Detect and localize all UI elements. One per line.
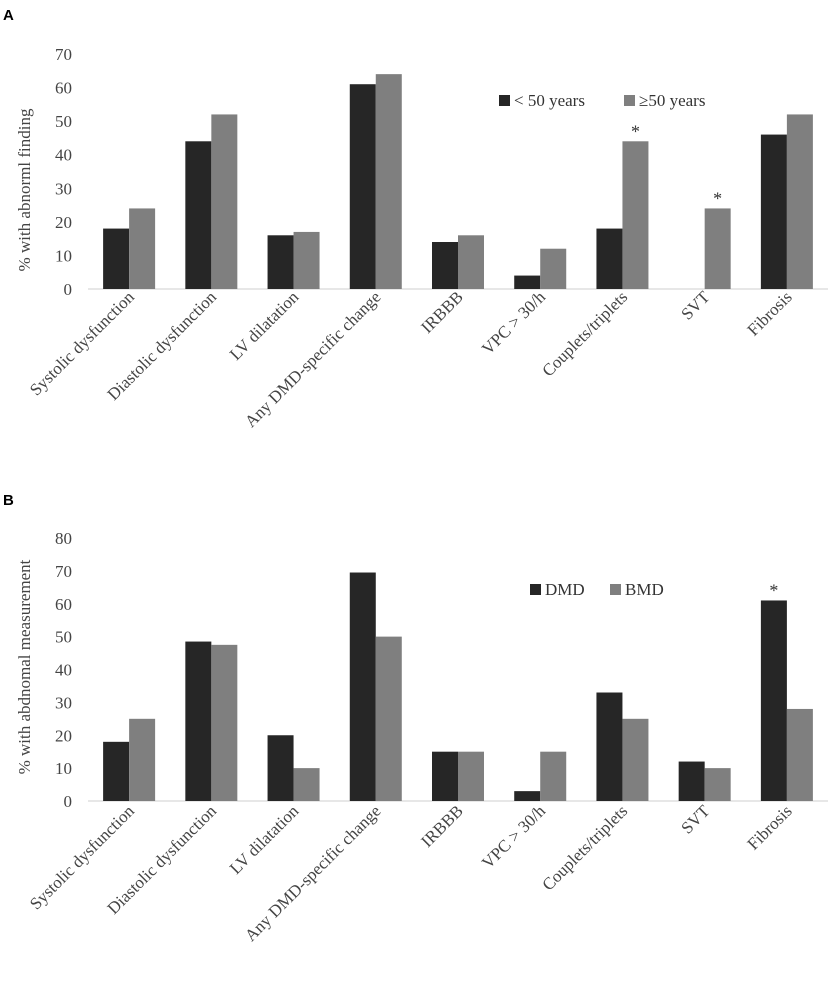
bar-50years-8: [786, 114, 813, 289]
bar-50years-3: [349, 84, 376, 289]
bar-50years-4: [432, 242, 458, 289]
category-label: Fibrosis: [744, 287, 796, 339]
category-label: Couplets/triplets: [538, 801, 631, 894]
y-tick-label: 30: [55, 179, 72, 198]
category-label: VPC > 30/h: [478, 801, 549, 872]
y-tick-label: 30: [55, 693, 72, 712]
bar-50years-5: [540, 248, 567, 289]
category-label: Couplets/triplets: [538, 287, 631, 380]
bar-50years-4: [458, 235, 484, 289]
category-label: IRBBB: [417, 801, 467, 851]
bar-DMD-2: [267, 735, 294, 801]
bar-50years-6: [596, 228, 623, 289]
legend-swatch: [624, 95, 635, 106]
bar-50years-2: [293, 231, 320, 289]
bar-50years-2: [267, 235, 294, 289]
panel-a: A % with abnorml finding 0 10 20 30 40 50 60 70…: [3, 7, 828, 431]
bar-BMD-5: [540, 751, 567, 801]
bar-BMD-6: [622, 718, 649, 801]
panel-a-label: A: [3, 7, 14, 24]
category-label: VPC > 30/h: [478, 287, 549, 358]
bar-50years-7: [704, 208, 731, 289]
bar-DMD-0: [103, 741, 130, 801]
category-label: LV dilatation: [226, 287, 303, 364]
y-tick-label: 70: [55, 45, 72, 64]
legend-label: ≥50 years: [639, 91, 705, 110]
legend-label: DMD: [545, 580, 585, 599]
bar-BMD-7: [704, 768, 731, 801]
y-tick-label: 0: [64, 792, 73, 811]
legend-swatch: [499, 95, 510, 106]
category-label: SVT: [677, 801, 714, 838]
category-label: Any DMD-specific change: [241, 287, 385, 431]
bar-50years-8: [760, 134, 787, 289]
bar-BMD-0: [129, 718, 156, 801]
y-tick-label: 0: [64, 280, 73, 299]
category-label: Any DMD-specific change: [241, 801, 385, 945]
legend-swatch: [530, 584, 541, 595]
bar-BMD-2: [293, 768, 320, 801]
bar-50years-1: [185, 141, 212, 289]
category-label: LV dilatation: [226, 801, 303, 878]
bar-DMD-8: [760, 600, 787, 801]
category-label: Fibrosis: [744, 801, 796, 853]
bar-DMD-7: [678, 761, 705, 801]
y-tick-label: 50: [55, 112, 72, 131]
panel-b: B % with abdnomal measurement 0 10 20 30 40 5…: [3, 492, 828, 945]
panel-b-ylabel: % with abdnomal measurement: [15, 559, 34, 774]
legend-label: BMD: [625, 580, 664, 599]
y-tick-label: 80: [55, 529, 72, 548]
bar-BMD-4: [458, 751, 484, 801]
bar-50years-3: [375, 74, 402, 290]
bar-DMD-5: [514, 791, 541, 801]
y-tick-label: 20: [55, 726, 72, 745]
legend-swatch: [610, 584, 621, 595]
y-tick-label: 60: [55, 79, 72, 98]
bar-BMD-1: [211, 644, 238, 801]
bar-50years-6: [622, 141, 649, 289]
y-tick-label: 70: [55, 562, 72, 581]
panel-b-label: B: [3, 492, 14, 509]
y-tick-label: 10: [55, 759, 72, 778]
category-label: SVT: [677, 287, 714, 324]
legend-label: < 50 years: [514, 91, 585, 110]
significance-marker: *: [631, 121, 640, 141]
y-tick-label: 10: [55, 246, 72, 265]
bar-DMD-1: [185, 641, 212, 801]
y-tick-label: 60: [55, 595, 72, 614]
significance-marker: *: [769, 580, 778, 600]
panel-a-ylabel: % with abnorml finding: [15, 108, 34, 271]
y-tick-label: 50: [55, 628, 72, 647]
y-tick-label: 40: [55, 146, 72, 165]
bar-DMD-4: [432, 751, 458, 801]
bar-DMD-6: [596, 692, 623, 801]
bar-BMD-3: [375, 636, 402, 801]
y-tick-label: 20: [55, 213, 72, 232]
bar-BMD-8: [786, 708, 813, 801]
bar-50years-0: [103, 228, 130, 289]
significance-marker: *: [713, 188, 722, 208]
bar-50years-0: [129, 208, 156, 289]
bar-50years-5: [514, 275, 541, 289]
bar-50years-1: [211, 114, 238, 289]
y-tick-label: 40: [55, 661, 72, 680]
category-label: IRBBB: [417, 287, 467, 337]
bar-DMD-3: [349, 572, 376, 801]
